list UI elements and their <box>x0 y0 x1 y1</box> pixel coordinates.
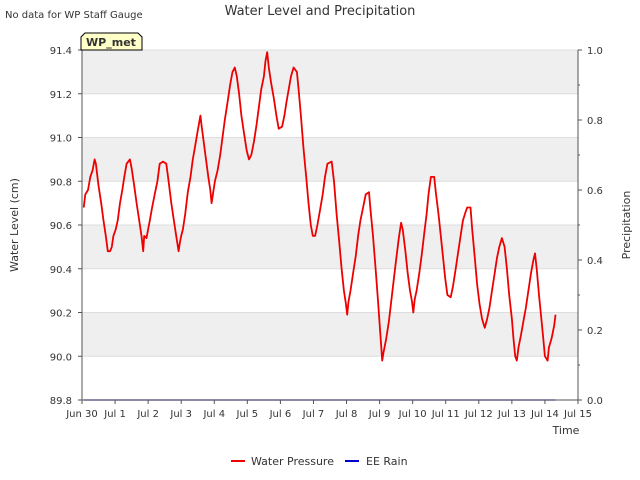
legend: Water Pressure EE Rain <box>231 455 408 468</box>
y-tick-label-left: 90.4 <box>50 265 72 276</box>
station-tag-shape <box>80 32 143 51</box>
y-tick-label-left: 90.2 <box>50 309 72 320</box>
grid-band <box>82 225 578 269</box>
x-tick-label: Jul 5 <box>236 409 259 420</box>
x-tick-label: Jul 6 <box>269 409 292 420</box>
legend-label-ee-rain: EE Rain <box>366 455 408 468</box>
grid-band <box>82 50 578 94</box>
y-tick-label-right: 0.0 <box>587 396 603 407</box>
x-tick-label: Jul 13 <box>497 409 526 420</box>
y-tick-label-right: 0.4 <box>587 256 603 267</box>
y-axis-label-left: Water Level (cm) <box>8 178 21 272</box>
x-axis-label: Time <box>552 424 580 437</box>
x-tick-label: Jul 11 <box>431 409 460 420</box>
y-tick-label-left: 90.6 <box>50 221 72 232</box>
y-tick-label-left: 90.0 <box>50 352 72 363</box>
no-data-note: No data for WP Staff Gauge <box>5 10 143 21</box>
x-tick-label: Jul 4 <box>202 409 225 420</box>
x-tick-label: Jul 12 <box>464 409 493 420</box>
y-tick-label-right: 0.8 <box>587 116 603 127</box>
chart-title: Water Level and Precipitation <box>225 4 416 19</box>
x-tick-label: Jul 3 <box>169 409 192 420</box>
x-tick-label: Jul 8 <box>335 409 358 420</box>
y-tick-label-left: 91.4 <box>50 46 72 57</box>
x-tick-label: Jul 9 <box>368 409 391 420</box>
y-tick-label-left: 89.8 <box>50 396 72 407</box>
series-line-water-pressure <box>82 51 557 362</box>
gridlines <box>82 49 578 401</box>
x-tick-label: Jul 7 <box>302 409 325 420</box>
station-tag-label: WP_met <box>86 36 136 49</box>
x-tick-label: Jul 1 <box>103 409 126 420</box>
axes: 89.8 90.0 90.2 90.4 90.6 90.8 91.0 91.2 91.4 0.0 0… <box>50 46 603 420</box>
y-tick-label-left: 90.8 <box>50 177 72 188</box>
y-tick-label-right: 0.2 <box>587 326 603 337</box>
x-tick-label: Jun 30 <box>65 409 98 420</box>
x-tick-label: Jul 2 <box>136 409 159 420</box>
y-tick-label-right: 0.6 <box>587 186 603 197</box>
x-tick-label: Jul 14 <box>530 409 559 420</box>
x-tick-label: Jul 15 <box>563 409 592 420</box>
grid-band <box>82 312 578 357</box>
y-tick-label-left: 91.0 <box>50 134 72 145</box>
x-tick-label: Jul 10 <box>398 409 427 420</box>
grid-band <box>82 137 578 182</box>
y-axis-label-right: Precipitation <box>620 191 633 260</box>
legend-label-water-pressure: Water Pressure <box>251 455 334 468</box>
station-tag: WP_met <box>80 32 143 51</box>
y-tick-label-left: 91.2 <box>50 90 72 101</box>
y-tick-label-right: 1.0 <box>587 46 603 57</box>
